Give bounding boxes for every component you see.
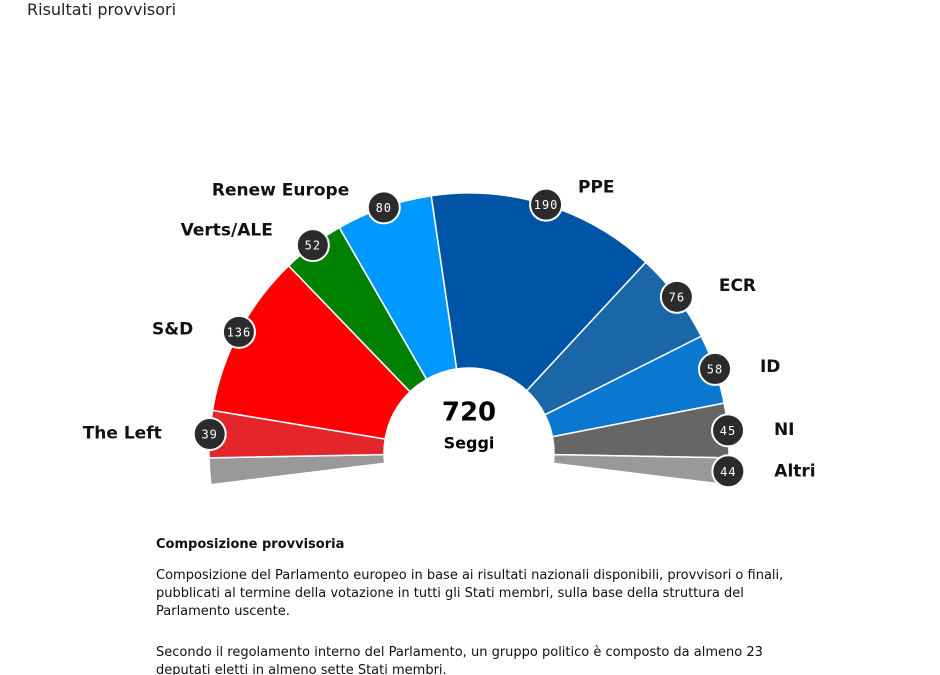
seat-badge	[711, 413, 746, 448]
chart: 39 The Left 136 S&D 52 Verts/ALE 80 Renew Europ…	[83, 177, 816, 489]
seat-badge	[221, 314, 256, 349]
seat-badge	[295, 228, 330, 263]
group-label: ECR	[719, 276, 756, 296]
center-label: Seggi	[444, 434, 495, 453]
seat-count: 58	[707, 362, 723, 376]
group-label: The Left	[83, 424, 162, 444]
seat-count: 190	[534, 198, 559, 212]
seat-count: 136	[227, 325, 252, 339]
seat-wedge	[208, 453, 386, 486]
seat-badge	[711, 454, 746, 489]
notes: Composizione provvisoria Composizione de…	[156, 536, 796, 675]
seat-count: 39	[201, 428, 217, 442]
seat-badge	[529, 187, 564, 222]
seat-count: 76	[669, 290, 685, 304]
group-label: Verts/ALE	[181, 221, 273, 241]
paragraph: Secondo il regolamento interno del Parla…	[156, 645, 763, 675]
group-label: ID	[760, 357, 780, 377]
notes-title: Composizione provvisoria	[156, 537, 345, 552]
group-label: PPE	[578, 177, 615, 197]
seat-badge	[659, 279, 694, 314]
paragraph: Composizione del Parlamento europeo in b…	[156, 568, 784, 619]
seat-count: 44	[720, 465, 736, 479]
seat-badge	[698, 351, 733, 386]
subtitle: Risultati provvisori	[27, 0, 177, 19]
group-label: Altri	[774, 462, 815, 482]
seat-badge	[366, 190, 401, 225]
group-label: Renew Europe	[212, 180, 349, 200]
seat-wedge	[430, 192, 647, 392]
seat-wedge	[211, 264, 412, 440]
seat-count: 80	[376, 201, 392, 215]
seat-badge	[192, 417, 227, 452]
seat-count: 52	[305, 239, 321, 253]
group-label: NI	[774, 420, 795, 440]
group-label: S&D	[152, 319, 193, 339]
seat-wedge	[552, 453, 730, 486]
seat-count: 45	[720, 424, 736, 438]
total-seats: 720	[442, 398, 496, 428]
